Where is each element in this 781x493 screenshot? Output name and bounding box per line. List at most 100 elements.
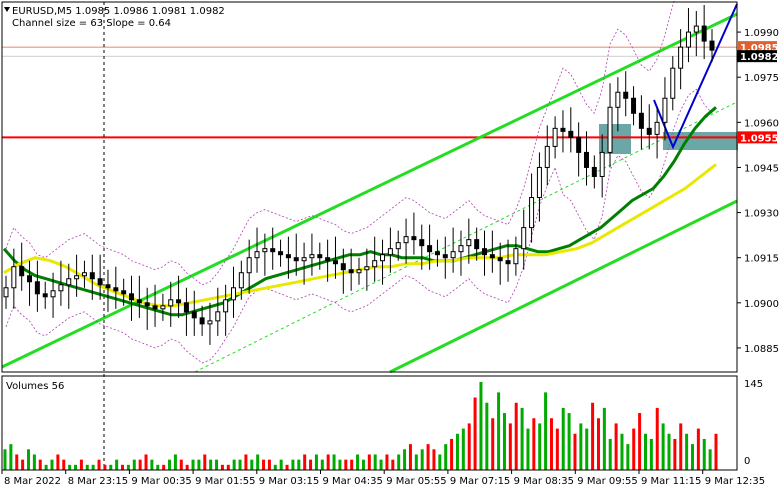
candle-body — [427, 245, 433, 253]
candle-body — [458, 245, 464, 253]
channel-lower-line — [389, 199, 738, 374]
candle-body — [332, 260, 338, 265]
candle-body — [513, 248, 519, 265]
price-panel-frame — [1, 1, 738, 373]
candle-body — [309, 254, 315, 259]
candle-body — [395, 242, 401, 250]
y-tick-label: 1.0990 — [744, 28, 779, 39]
channel-info: Channel size = 63 Slope = 0.64 — [12, 18, 171, 29]
candle-body — [489, 254, 495, 259]
candle-body — [434, 251, 440, 256]
candle-body — [230, 287, 236, 301]
symbol-info: EURUSD,M5 1.0985 1.0986 1.0981 1.0982 — [12, 6, 225, 17]
candle-body — [223, 299, 229, 313]
candle-body — [340, 263, 346, 271]
candle-body — [631, 97, 637, 114]
candle-body — [160, 305, 166, 310]
candle-body — [442, 254, 448, 259]
candle-body — [325, 257, 331, 262]
candle-body — [136, 299, 142, 304]
x-tick-label: 8 Mar 23:15 — [68, 476, 128, 487]
candle-body — [144, 302, 150, 307]
volume-max-label: 145 — [744, 379, 763, 390]
candle-body — [34, 281, 40, 295]
projection-arrow — [653, 3, 738, 150]
candle-body — [583, 151, 589, 168]
candle-body — [529, 197, 535, 229]
x-tick-label: 9 Mar 00:35 — [131, 476, 191, 487]
x-tick-label: 9 Mar 12:35 — [705, 476, 765, 487]
candle-body — [11, 266, 17, 289]
candle-body — [285, 254, 291, 259]
y-tick-label: 1.0885 — [744, 344, 779, 355]
candle-body — [560, 127, 566, 132]
volume-panel-frame — [1, 375, 738, 471]
resistance-price-label: 1.0955 — [740, 133, 779, 144]
candle-body — [615, 91, 621, 108]
bid-price-label: 1.0982 — [740, 52, 779, 63]
candle-body — [19, 266, 25, 277]
volume-label: Volumes 56 — [6, 381, 64, 392]
dropdown-arrow-icon[interactable] — [4, 7, 10, 12]
candle-body — [50, 290, 56, 298]
bid-price-label-box — [737, 50, 777, 63]
resistance-price-label-box — [737, 131, 777, 144]
candle-body — [121, 290, 127, 295]
candle-body — [89, 272, 95, 280]
candle-body — [42, 293, 48, 298]
candle-body — [662, 97, 668, 123]
candle-body — [74, 275, 80, 280]
ask-price-label-box — [737, 41, 777, 54]
y-tick-label: 1.0945 — [744, 163, 779, 174]
candle-body — [638, 112, 644, 129]
candle-body — [152, 305, 158, 310]
moving-average-green — [2, 106, 717, 317]
x-tick-label: 8 Mar 2022 — [4, 476, 61, 487]
candle-body — [207, 320, 213, 325]
volume-layer — [3, 382, 718, 470]
y-tick-label: 1.0900 — [744, 299, 779, 310]
x-tick-label: 9 Mar 05:55 — [386, 476, 446, 487]
candle-body — [317, 254, 323, 259]
candle-body — [176, 299, 182, 304]
candle-body — [411, 236, 417, 241]
candle-layer — [3, 5, 715, 345]
candle-body — [497, 257, 503, 262]
candle-body — [356, 269, 362, 274]
x-tick-label: 9 Mar 08:35 — [514, 476, 574, 487]
candle-body — [466, 239, 472, 247]
candle-body — [3, 287, 9, 298]
candle-body — [348, 269, 354, 274]
candle-body — [544, 145, 550, 168]
ask-price-label: 1.0985 — [740, 43, 779, 54]
candle-body — [293, 257, 299, 262]
x-tick-label: 9 Mar 11:15 — [641, 476, 701, 487]
candle-body — [623, 91, 629, 99]
candle-body — [270, 248, 276, 253]
candle-body — [215, 311, 221, 322]
candle-body — [450, 251, 456, 259]
candle-body — [278, 251, 284, 256]
y-tick-label: 1.0915 — [744, 254, 779, 265]
candle-body — [505, 260, 511, 265]
candle-body — [693, 25, 699, 33]
candle-body — [607, 106, 613, 153]
candle-body — [552, 127, 558, 147]
candle-body — [246, 257, 252, 274]
candle-body — [670, 67, 676, 99]
candle-body — [701, 25, 707, 42]
candle-body — [387, 248, 393, 256]
buy-zone-box — [663, 132, 738, 150]
candle-body — [27, 275, 33, 283]
candle-body — [254, 251, 260, 259]
bollinger-upper-band — [5, 0, 676, 286]
candle-body — [81, 272, 87, 277]
candle-body — [654, 121, 660, 135]
candle-body — [168, 299, 174, 307]
x-tick-label: 9 Mar 07:15 — [450, 476, 510, 487]
candle-body — [364, 266, 370, 271]
candle-body — [419, 239, 425, 247]
candle-body — [199, 317, 205, 325]
